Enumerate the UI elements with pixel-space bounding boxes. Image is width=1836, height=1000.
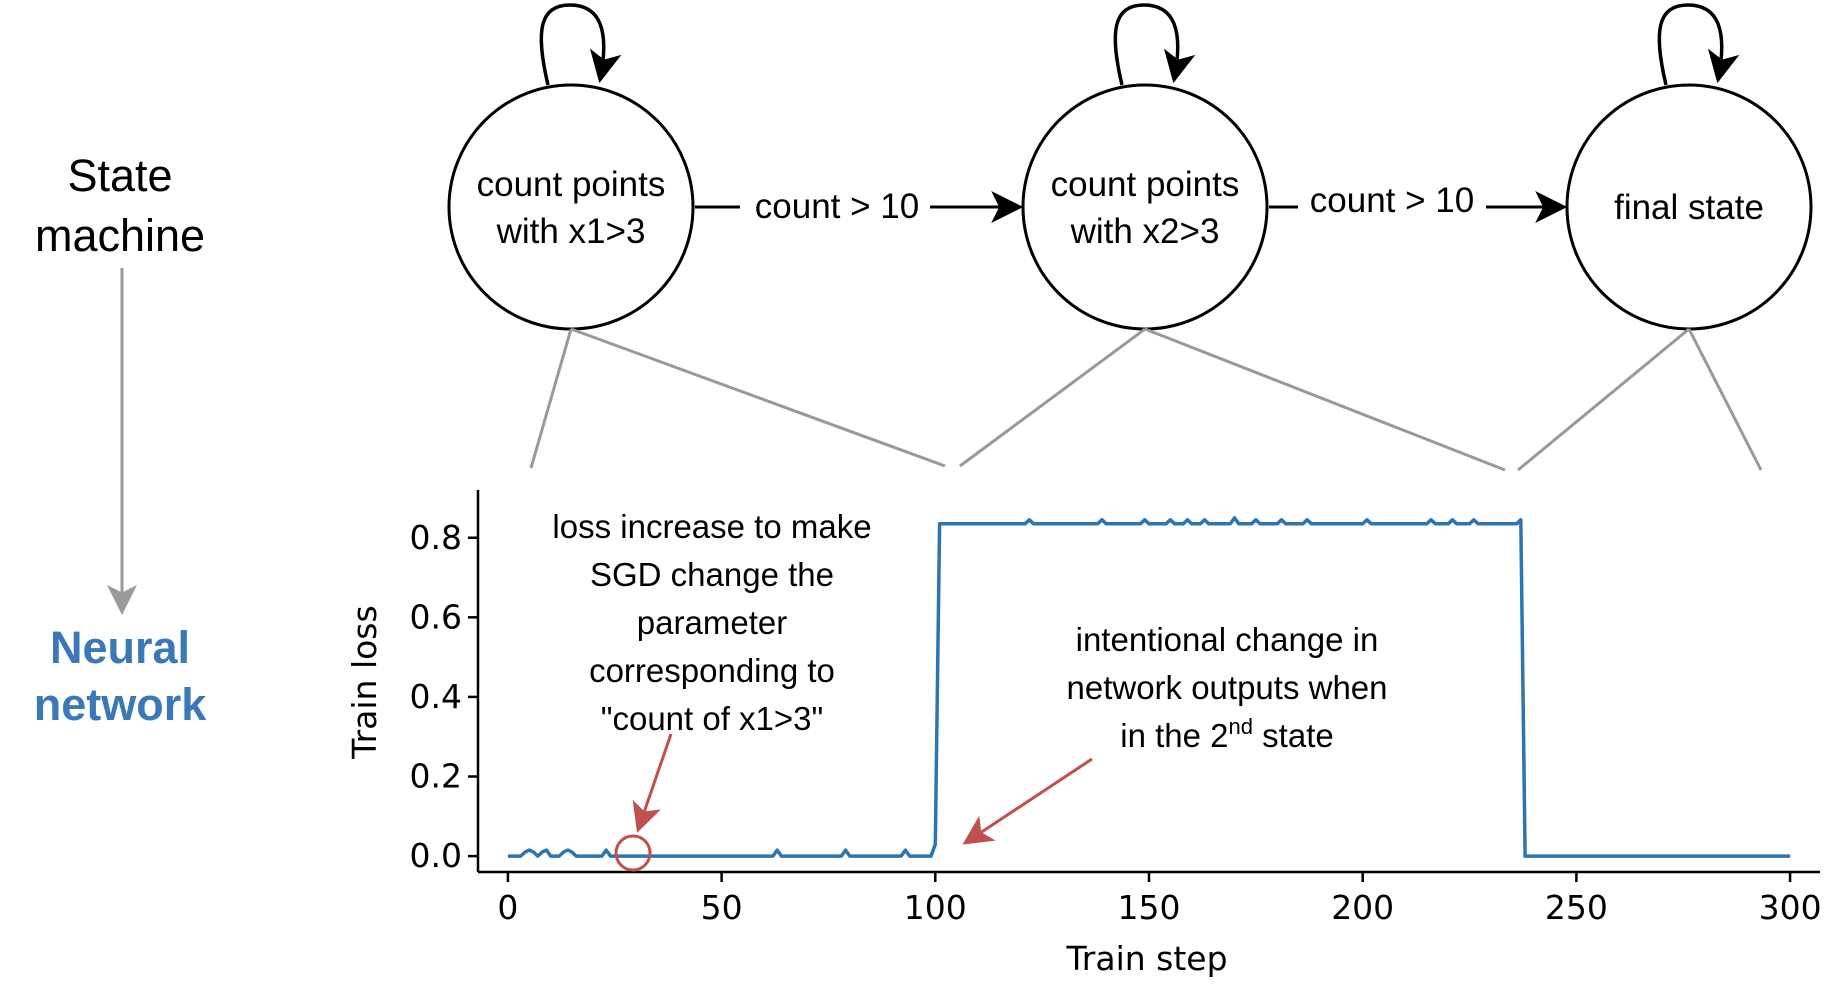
connector-3a <box>1517 327 1690 472</box>
x-tick-label: 0 <box>497 888 518 927</box>
note-1-arrow <box>632 733 673 833</box>
connector-1a <box>529 328 573 469</box>
state-machine-label-line-1: State <box>67 150 172 201</box>
y-ticks: 0.0 0.2 0.4 0.6 0.8 <box>410 518 478 875</box>
state-1-line-2: with x1>3 <box>496 212 646 251</box>
state-3-label: final state <box>1614 188 1764 227</box>
state-2-line-2: with x2>3 <box>1070 212 1220 251</box>
state-circle-1 <box>447 83 695 331</box>
transition-1-label: count > 10 <box>755 187 919 226</box>
transition-2: count > 10 <box>1269 181 1568 223</box>
state-node-2: count points with x2>3 <box>1021 3 1269 331</box>
highlight-circle <box>614 834 652 872</box>
neural-network-label-line-2: network <box>34 679 208 730</box>
transition-2-label: count > 10 <box>1310 181 1474 220</box>
note-1-line-3: parameter <box>637 604 787 641</box>
note-2-line-1: intentional change in <box>1076 621 1379 658</box>
note-1-line-4: corresponding to <box>589 652 835 689</box>
note-2-line-2: network outputs when <box>1066 669 1387 706</box>
x-tick-label: 200 <box>1331 888 1394 927</box>
connector-1b <box>570 327 946 468</box>
x-tick-label: 250 <box>1545 888 1608 927</box>
x-tick-label: 150 <box>1118 888 1181 927</box>
self-loop-3 <box>1657 3 1740 86</box>
note-1-line-5: "count of x1>3" <box>601 700 824 737</box>
note-2-arrow <box>962 757 1093 845</box>
self-loop-1 <box>539 3 622 86</box>
y-axis-label: Train loss <box>345 605 384 759</box>
state-node-1: count points with x1>3 <box>447 3 695 331</box>
state-to-chart-connectors <box>529 327 1763 472</box>
transition-1: count > 10 <box>695 187 1024 226</box>
connector-2b <box>1144 327 1506 472</box>
connector-2a <box>959 327 1146 468</box>
state-circle-2 <box>1021 83 1269 331</box>
connector-3b <box>1687 328 1763 471</box>
y-tick-label: 0.0 <box>410 836 462 875</box>
note-1-line-1: loss increase to make <box>552 508 871 545</box>
annotation-loss-increase: loss increase to make SGD change the par… <box>552 508 872 872</box>
annotation-intentional-change: intentional change in network outputs wh… <box>962 621 1388 845</box>
train-loss-chart: 0 50 100 150 200 250 300 0.0 0.2 0.4 0.6 0.8 Train… <box>345 490 1822 978</box>
note-1-line-2: SGD change the <box>590 556 834 593</box>
x-tick-label: 50 <box>701 888 743 927</box>
x-tick-label: 100 <box>904 888 967 927</box>
neural-network-label-line-1: Neural <box>50 622 190 673</box>
left-labels: State machine Neural network <box>34 150 208 730</box>
x-axis-label: Train step <box>1065 939 1227 978</box>
state-2-line-1: count points <box>1051 165 1240 204</box>
state-1-line-1: count points <box>477 165 666 204</box>
x-ticks: 0 50 100 150 200 250 300 <box>497 872 1822 927</box>
train-loss-series-line <box>507 516 1791 858</box>
self-loop-2 <box>1113 3 1196 86</box>
y-tick-label: 0.8 <box>410 518 462 557</box>
y-tick-label: 0.2 <box>410 757 462 796</box>
x-tick-label: 300 <box>1759 888 1822 927</box>
state-node-3: final state <box>1565 3 1813 331</box>
y-tick-label: 0.4 <box>410 677 462 716</box>
state-machine-label-line-2: machine <box>35 210 205 261</box>
y-tick-label: 0.6 <box>410 597 462 636</box>
note-2-line-3: in the 2nd state <box>1120 714 1333 754</box>
